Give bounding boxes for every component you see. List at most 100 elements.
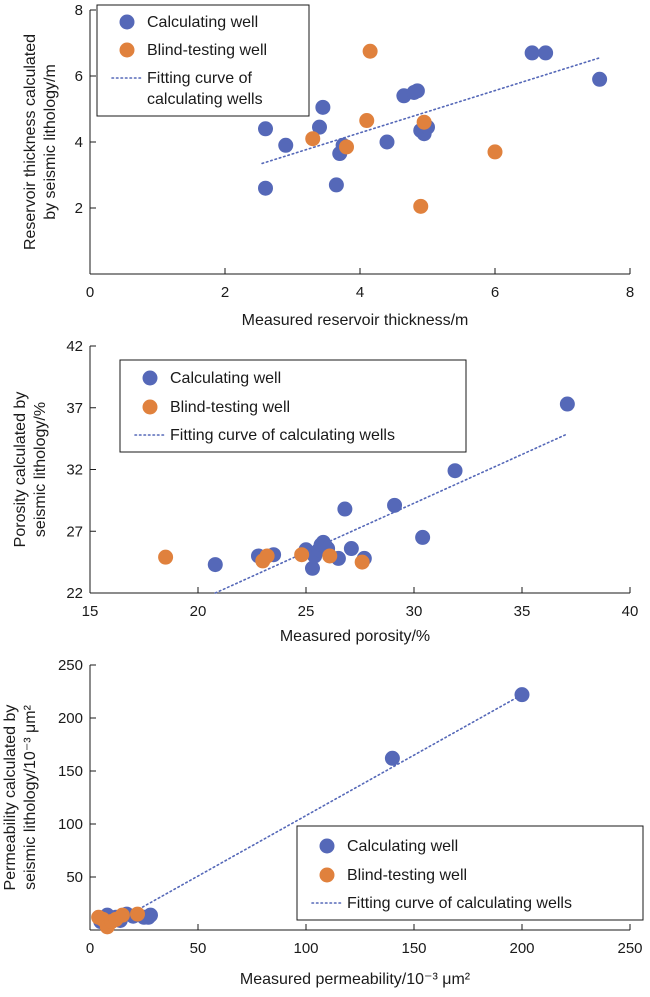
legend-label-calculating: Calculating well — [347, 838, 458, 855]
y-tick-label: 8 — [75, 2, 83, 19]
y-tick-label: 37 — [66, 400, 83, 417]
calculating-well-point — [524, 45, 540, 61]
y-axis-label: seismic lithology/% — [32, 402, 49, 537]
blind-testing-well-point — [158, 549, 174, 565]
y-axis-label: Reservoir thickness calculated — [22, 34, 39, 250]
y-axis-label: Porosity calculated by — [12, 392, 29, 548]
blind-testing-well-point — [359, 113, 375, 129]
chart-2: 15 20 25 30 35 40 22 27 32 37 42 Measured porosity/… — [12, 338, 638, 645]
calculating-well-point — [447, 463, 463, 479]
x-tick-label: 8 — [626, 284, 634, 301]
chart-1: 0 2 4 6 8 2 4 6 8 Measured reservoir thickness/m R… — [22, 2, 634, 329]
legend-label-blind: Blind-testing well — [347, 867, 467, 884]
legend-marker-calculating — [142, 370, 158, 386]
blind-testing-well-point — [354, 554, 370, 570]
fitting-line — [261, 57, 601, 165]
x-axis-label: Measured reservoir thickness/m — [242, 312, 469, 329]
calculating-well-point — [379, 134, 395, 150]
x-tick-label: 0 — [86, 940, 94, 957]
calculating-well-point — [328, 177, 344, 193]
calculating-well-point — [384, 750, 400, 766]
x-tick-label: 100 — [293, 940, 318, 957]
calculating-well-point — [258, 121, 273, 137]
blind-testing-well-point — [259, 548, 275, 564]
legend-marker-calculating — [119, 14, 135, 30]
x-tick-label: 2 — [221, 284, 229, 301]
calculating-well-point — [207, 557, 223, 573]
calculating-well-point — [343, 541, 359, 557]
legend-label-fit: Fitting curve of — [147, 70, 252, 87]
x-axis-label: Measured permeability/10⁻³ μm² — [240, 971, 471, 988]
calculating-well-point — [415, 529, 431, 545]
y-tick-label: 32 — [66, 462, 83, 479]
legend-marker-calculating — [319, 838, 335, 854]
calculating-well-point — [258, 180, 273, 196]
blind-testing-well-point — [339, 139, 354, 155]
legend-box — [119, 359, 467, 453]
x-tick-label: 25 — [298, 603, 315, 620]
legend: Calculating well Blind-testing well Fittin… — [119, 359, 467, 453]
legend-label-blind: Blind-testing well — [170, 399, 290, 416]
calculating-well-point — [315, 99, 331, 115]
legend-marker-blind — [119, 42, 135, 58]
y-axis-label: seismic lithology/10⁻³ μm² — [22, 704, 39, 889]
blind-testing-well-point — [362, 43, 378, 59]
blind-testing-well-point — [114, 907, 130, 923]
x-tick-label: 20 — [190, 603, 207, 620]
chart-3: 0 50 100 150 200 250 50 100 150 200 250 Measured pe… — [2, 657, 644, 988]
calculating-well-point — [304, 560, 320, 576]
y-tick-label: 4 — [75, 134, 83, 151]
fitting-line — [214, 434, 567, 594]
x-tick-label: 50 — [190, 940, 207, 957]
calculating-well-point — [514, 687, 530, 703]
calculating-well-point — [592, 71, 608, 87]
y-tick-label: 42 — [66, 338, 83, 355]
legend: Calculating well Blind-testing well Fittin… — [296, 825, 644, 921]
x-tick-label: 0 — [86, 284, 94, 301]
x-tick-label: 15 — [82, 603, 99, 620]
blind-testing-well-point — [416, 114, 432, 130]
legend-label-calculating: Calculating well — [170, 370, 281, 387]
blind-testing-well-point — [413, 198, 429, 214]
y-tick-label: 2 — [75, 200, 83, 217]
legend-label-fit: Fitting curve of calculating wells — [170, 427, 395, 444]
legend-label-fit: calculating wells — [147, 91, 263, 108]
legend: Calculating well Blind-testing well Fittin… — [96, 4, 310, 117]
x-tick-label: 40 — [622, 603, 639, 620]
y-axis-label: Permeability calculated by — [2, 705, 19, 891]
y-tick-label: 100 — [58, 816, 83, 833]
y-tick-label: 22 — [66, 585, 83, 602]
blind-testing-well-point — [487, 144, 503, 160]
x-tick-label: 6 — [491, 284, 499, 301]
calculating-well-point — [337, 501, 353, 517]
calculating-well-point — [409, 83, 425, 99]
legend-label-fit: Fitting curve of calculating wells — [347, 895, 572, 912]
legend-marker-blind — [319, 867, 335, 883]
calculating-well-point — [387, 497, 403, 513]
calculating-well-point — [559, 396, 575, 412]
legend-label-calculating: Calculating well — [147, 14, 258, 31]
y-tick-label: 50 — [66, 869, 83, 886]
calculating-well-point — [278, 137, 294, 153]
y-tick-label: 150 — [58, 763, 83, 780]
blind-testing-well-point — [322, 548, 338, 564]
calculating-well-point — [538, 45, 554, 61]
x-tick-label: 4 — [356, 284, 364, 301]
y-axis-label: by seismic lithology/m — [42, 64, 59, 220]
blind-testing-well-point — [130, 906, 146, 922]
calculating-well-point — [312, 119, 327, 135]
legend-box — [296, 825, 644, 921]
x-tick-label: 30 — [406, 603, 423, 620]
blind-testing-well-point — [294, 547, 310, 563]
legend-marker-blind — [142, 399, 158, 415]
x-tick-label: 250 — [617, 940, 642, 957]
legend-label-blind: Blind-testing well — [147, 42, 267, 59]
x-tick-label: 150 — [401, 940, 426, 957]
x-tick-label: 200 — [509, 940, 534, 957]
y-tick-label: 6 — [75, 68, 83, 85]
x-axis-label: Measured porosity/% — [280, 628, 430, 645]
y-tick-label: 250 — [58, 657, 83, 674]
blind-testing-well-point — [305, 131, 321, 147]
y-tick-label: 27 — [66, 523, 83, 540]
